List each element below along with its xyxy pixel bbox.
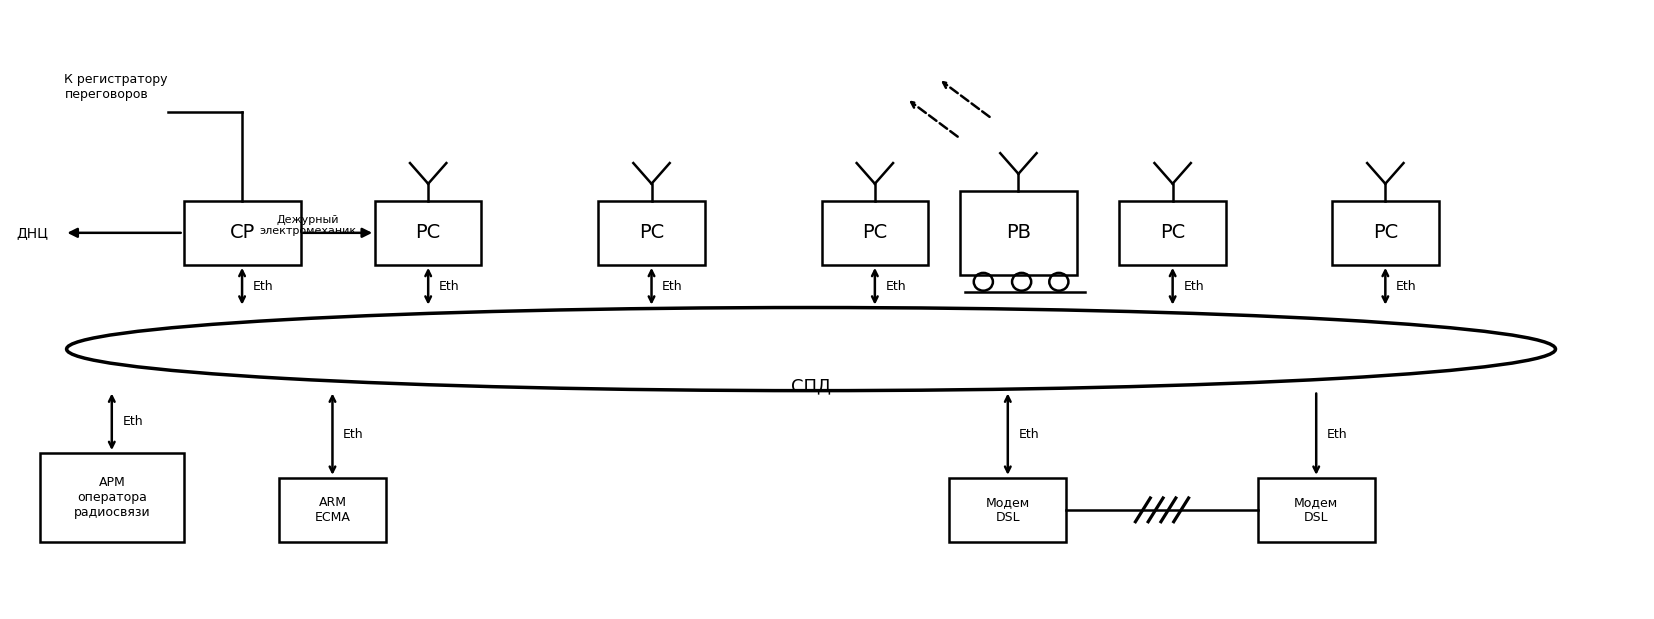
FancyBboxPatch shape: [949, 478, 1067, 542]
Text: РС: РС: [1159, 223, 1186, 242]
Text: Eth: Eth: [885, 280, 906, 293]
FancyBboxPatch shape: [1120, 201, 1226, 265]
FancyBboxPatch shape: [1331, 201, 1439, 265]
FancyBboxPatch shape: [822, 201, 928, 265]
Text: РС: РС: [1373, 223, 1398, 242]
Text: Eth: Eth: [253, 280, 273, 293]
Text: Eth: Eth: [662, 280, 683, 293]
Text: РС: РС: [862, 223, 888, 242]
Text: К регистратору
переговоров: К регистратору переговоров: [65, 73, 169, 101]
Text: Дежурный
электромеханик: Дежурный электромеханик: [260, 215, 357, 236]
Text: Eth: Eth: [1396, 280, 1416, 293]
Text: Модем
DSL: Модем DSL: [1293, 496, 1338, 524]
FancyBboxPatch shape: [184, 201, 301, 265]
FancyBboxPatch shape: [1257, 478, 1374, 542]
FancyBboxPatch shape: [375, 201, 481, 265]
Text: ARM
ЕСМА: ARM ЕСМА: [314, 496, 351, 524]
Text: РВ: РВ: [1006, 223, 1030, 242]
Text: Eth: Eth: [342, 428, 364, 441]
Text: Eth: Eth: [1327, 428, 1348, 441]
Text: РС: РС: [638, 223, 665, 242]
FancyBboxPatch shape: [280, 478, 385, 542]
Ellipse shape: [66, 308, 1555, 391]
Text: РС: РС: [415, 223, 442, 242]
Text: Eth: Eth: [1183, 280, 1204, 293]
FancyBboxPatch shape: [40, 453, 184, 542]
Text: Eth: Eth: [122, 415, 142, 428]
FancyBboxPatch shape: [599, 201, 705, 265]
Text: Модем
DSL: Модем DSL: [986, 496, 1030, 524]
Text: АРМ
оператора
радиосвязи: АРМ оператора радиосвязи: [73, 476, 151, 519]
FancyBboxPatch shape: [959, 191, 1077, 275]
Text: СР: СР: [230, 223, 255, 242]
Text: Eth: Eth: [438, 280, 460, 293]
Text: ДНЦ: ДНЦ: [17, 226, 48, 240]
Text: Eth: Eth: [1019, 428, 1039, 441]
Text: СПД: СПД: [791, 378, 830, 396]
